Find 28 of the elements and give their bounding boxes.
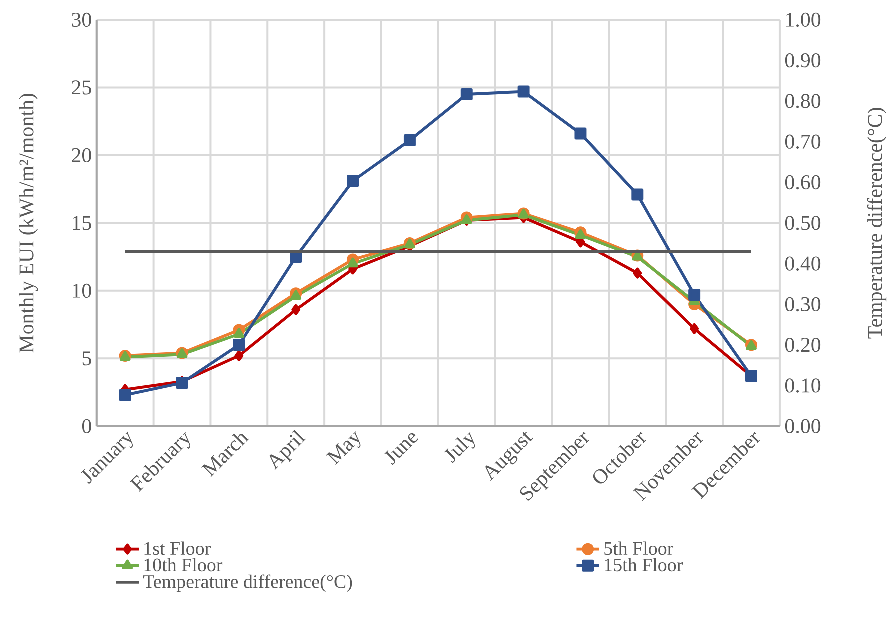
x-tick-label: May bbox=[326, 432, 361, 466]
x-tick-label: July bbox=[444, 432, 476, 464]
y-axis-title: Monthly EUI (kWh/m²/month) bbox=[19, 94, 38, 353]
y2-tick-label: 0.10 bbox=[785, 378, 821, 393]
legend-label: 1st Floor bbox=[144, 542, 211, 556]
y2-tick-label: 0.80 bbox=[785, 94, 821, 108]
y-tick-label: 15 bbox=[73, 216, 92, 230]
x-tick-label: June bbox=[384, 433, 418, 466]
y2-axis-title: Temperature difference(°C) bbox=[867, 108, 887, 339]
y-tick-label: 0 bbox=[82, 419, 92, 434]
y2-tick-label: 0.50 bbox=[785, 216, 821, 230]
y2-tick-label: 0.70 bbox=[785, 134, 821, 149]
y-tick-label: 25 bbox=[72, 80, 92, 95]
y-tick-label: 10 bbox=[73, 284, 92, 298]
legend-label: Temperature difference(°C) bbox=[143, 574, 352, 592]
y2-tick-label: 0.20 bbox=[785, 338, 821, 352]
y-tick-label: 20 bbox=[72, 148, 92, 162]
y2-tick-label: 0.90 bbox=[785, 53, 821, 68]
y-tick-label: 5 bbox=[82, 352, 92, 366]
y2-tick-label: 0.60 bbox=[785, 175, 821, 190]
legend-label: 10th Floor bbox=[144, 558, 223, 572]
y2-tick-label: 1.00 bbox=[786, 12, 821, 28]
y2-tick-label: 0.40 bbox=[785, 256, 821, 271]
legend-label: 15th Floor bbox=[605, 558, 683, 572]
legend-label: 5th Floor bbox=[604, 542, 674, 556]
y2-tick-label: 0.30 bbox=[785, 297, 821, 312]
y2-tick-label: 0.00 bbox=[785, 419, 821, 434]
y-tick-label: 30 bbox=[72, 12, 92, 27]
